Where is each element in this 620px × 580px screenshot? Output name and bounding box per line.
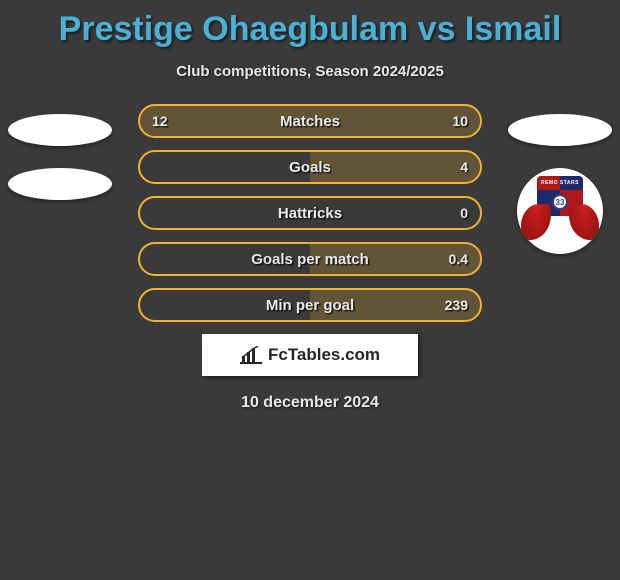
stat-value-right: 239 bbox=[445, 297, 468, 313]
brand-box: FcTables.com bbox=[202, 334, 418, 376]
left-club-badge bbox=[8, 114, 112, 146]
comparison-content: REMO STARS 33 ★ ★ 12 Matches 10 Goals 4 Hattr… bbox=[0, 104, 620, 412]
bar-chart-icon bbox=[240, 346, 262, 364]
stat-bars: 12 Matches 10 Goals 4 Hattricks 0 Goals per mat… bbox=[138, 104, 482, 322]
left-national-badge bbox=[8, 168, 112, 200]
brand-text: FcTables.com bbox=[268, 345, 380, 365]
stat-label: Goals per match bbox=[251, 251, 369, 268]
right-club-badge bbox=[508, 114, 612, 146]
stat-row: Goals per match 0.4 bbox=[138, 242, 482, 276]
stat-fill-right bbox=[310, 152, 480, 182]
stat-label: Min per goal bbox=[266, 297, 354, 314]
stat-value-left: 12 bbox=[152, 113, 168, 129]
date-label: 10 december 2024 bbox=[0, 394, 620, 412]
page-subtitle: Club competitions, Season 2024/2025 bbox=[0, 63, 620, 80]
right-player-badges: REMO STARS 33 ★ ★ bbox=[500, 104, 620, 254]
wing-right-icon bbox=[569, 204, 599, 240]
stat-row: Min per goal 239 bbox=[138, 288, 482, 322]
page-title: Prestige Ohaegbulam vs Ismail bbox=[0, 0, 620, 49]
stat-row: Goals 4 bbox=[138, 150, 482, 184]
stat-value-right: 4 bbox=[460, 159, 468, 175]
stat-row: 12 Matches 10 bbox=[138, 104, 482, 138]
stat-row: Hattricks 0 bbox=[138, 196, 482, 230]
stat-value-right: 10 bbox=[452, 113, 468, 129]
left-player-badges bbox=[0, 104, 120, 222]
stat-label: Goals bbox=[289, 159, 331, 176]
stat-value-right: 0 bbox=[460, 205, 468, 221]
wing-left-icon bbox=[521, 204, 551, 240]
stat-label: Matches bbox=[280, 113, 340, 130]
stat-value-right: 0.4 bbox=[449, 251, 468, 267]
stat-label: Hattricks bbox=[278, 205, 342, 222]
right-national-badge: REMO STARS 33 ★ ★ bbox=[517, 168, 603, 254]
